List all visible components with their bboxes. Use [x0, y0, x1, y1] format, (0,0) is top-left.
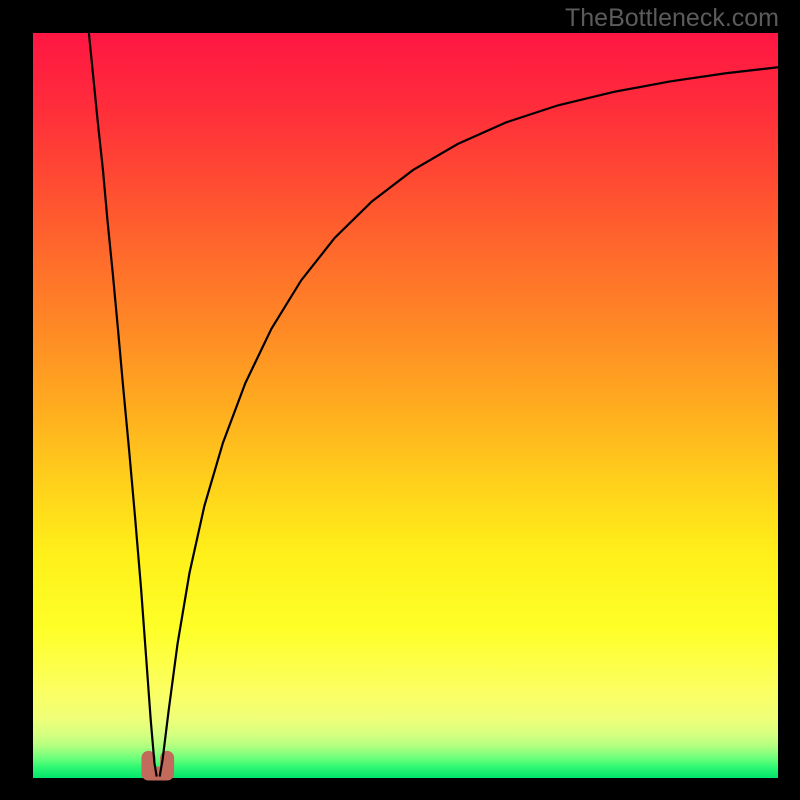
plot-background [33, 33, 778, 778]
chart-container: TheBottleneck.com [0, 0, 800, 800]
chart-svg [0, 0, 800, 800]
